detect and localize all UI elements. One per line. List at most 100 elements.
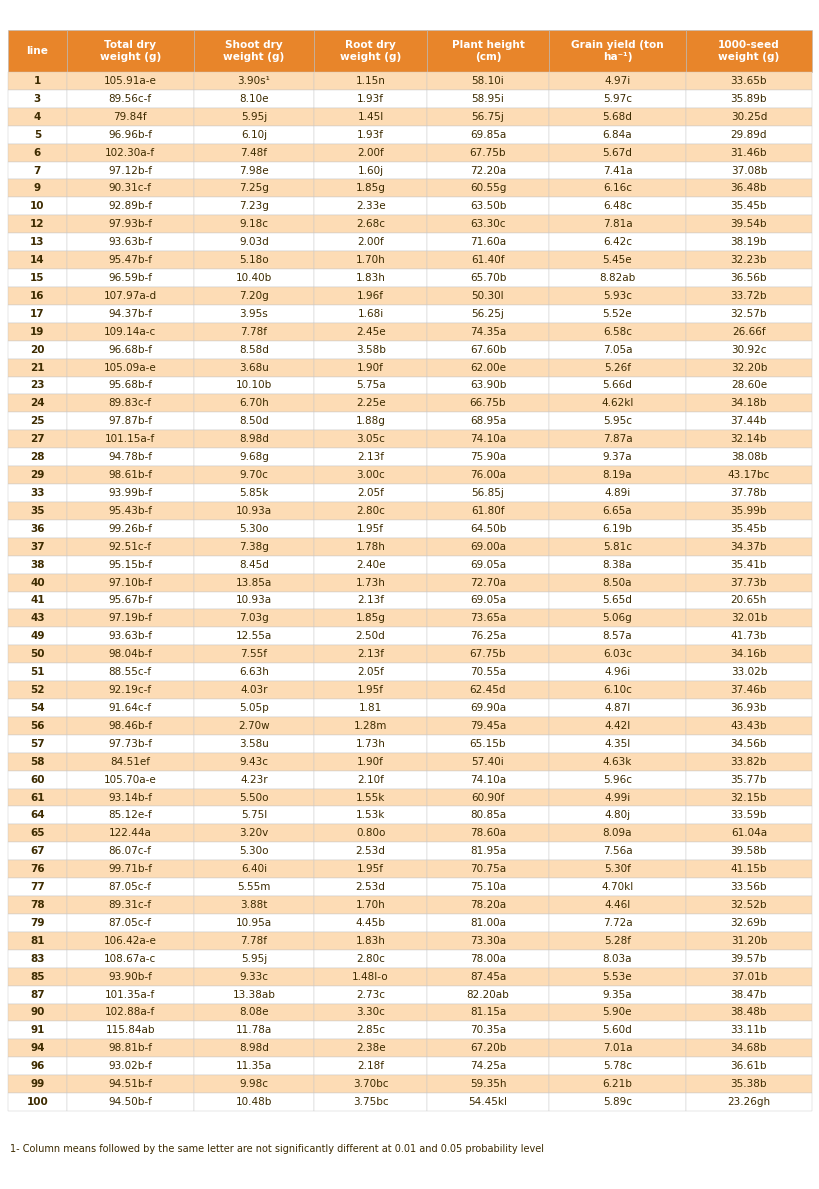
Bar [549,269,685,287]
Bar [66,932,193,950]
Text: 90: 90 [30,1007,44,1018]
Text: Root dry
weight (g): Root dry weight (g) [340,39,400,62]
Text: 1.55k: 1.55k [355,793,385,803]
Text: 41.73b: 41.73b [730,631,767,641]
Bar [314,269,427,287]
Text: 10: 10 [30,201,44,212]
Bar [685,126,811,144]
Text: 6: 6 [34,147,41,158]
Bar [549,537,685,555]
Text: 96.96b-f: 96.96b-f [108,130,152,139]
Bar [8,162,66,180]
Text: 98.46b-f: 98.46b-f [108,721,152,731]
Text: 67.20b: 67.20b [469,1043,505,1053]
Bar [193,1021,314,1039]
Text: 67.75b: 67.75b [469,649,505,659]
Bar [8,842,66,860]
Text: 5.26f: 5.26f [604,363,630,372]
Bar [8,788,66,806]
Bar [314,879,427,897]
Text: 2.85c: 2.85c [355,1025,385,1036]
Text: 34.18b: 34.18b [730,398,767,408]
Bar [427,897,549,914]
Bar [427,430,549,448]
Bar [549,466,685,484]
Bar [8,1075,66,1093]
Text: 37.46b: 37.46b [730,685,767,696]
Bar [193,1075,314,1093]
Text: 28: 28 [30,452,44,463]
Text: 2.80c: 2.80c [355,505,385,516]
Text: 82.20ab: 82.20ab [466,989,509,1000]
Text: 5.60d: 5.60d [602,1025,631,1036]
Text: 75.90a: 75.90a [469,452,505,463]
Text: 35.45b: 35.45b [730,524,767,534]
Bar [66,1004,193,1021]
Bar [427,448,549,466]
Text: 109.14a-c: 109.14a-c [104,327,156,336]
Text: 94.78b-f: 94.78b-f [108,452,152,463]
Bar [66,753,193,770]
Bar [685,842,811,860]
Text: 97.12b-f: 97.12b-f [108,165,152,176]
Text: 66.75b: 66.75b [469,398,505,408]
Text: 61.80f: 61.80f [471,505,505,516]
Bar [549,233,685,251]
Bar [314,591,427,610]
Bar [193,1004,314,1021]
Text: 78.60a: 78.60a [469,829,505,838]
Bar [66,628,193,646]
Text: 35.89b: 35.89b [730,94,767,103]
Text: 5.95j: 5.95j [241,954,267,964]
Text: 93.14b-f: 93.14b-f [108,793,152,803]
Bar [314,413,427,430]
Text: 5.78c: 5.78c [602,1062,631,1071]
Text: 13.85a: 13.85a [236,578,272,587]
Bar [66,287,193,304]
Text: 7.48f: 7.48f [240,147,267,158]
Text: 2.53d: 2.53d [355,847,385,856]
Bar [193,842,314,860]
Bar [66,537,193,555]
Text: 99.71b-f: 99.71b-f [108,864,152,874]
Text: 1.68i: 1.68i [357,309,383,319]
Bar [193,537,314,555]
Text: 29.89d: 29.89d [730,130,767,139]
Text: 2.18f: 2.18f [356,1062,383,1071]
Bar [66,233,193,251]
Bar [549,180,685,197]
Bar [193,628,314,646]
Bar [427,950,549,968]
Text: 92.51c-f: 92.51c-f [108,542,152,552]
Bar [427,770,549,788]
Text: 69.05a: 69.05a [469,596,505,605]
Bar [685,377,811,395]
Text: 2.00f: 2.00f [357,147,383,158]
Text: 61.40f: 61.40f [471,256,505,265]
Text: 9.18c: 9.18c [239,219,268,229]
Text: 89.31c-f: 89.31c-f [108,900,152,910]
Bar [427,1075,549,1093]
Bar [549,322,685,341]
Text: 106.42a-e: 106.42a-e [104,936,156,945]
Text: 2.53d: 2.53d [355,882,385,892]
Bar [685,90,811,108]
Text: 5: 5 [34,130,41,139]
Text: 6.03c: 6.03c [602,649,631,659]
Bar [685,484,811,502]
Bar [193,448,314,466]
Text: 54: 54 [30,703,44,713]
Text: 9.68g: 9.68g [239,452,269,463]
Text: 3.58b: 3.58b [355,345,385,354]
Text: 31.46b: 31.46b [730,147,767,158]
Text: 33.11b: 33.11b [730,1025,767,1036]
Text: 107.97a-d: 107.97a-d [103,291,156,301]
Text: 93.63b-f: 93.63b-f [108,631,152,641]
Bar [427,699,549,717]
Bar [685,914,811,932]
Text: 56.75j: 56.75j [471,112,504,121]
Bar [66,1075,193,1093]
Text: 5.18o: 5.18o [239,256,269,265]
Text: 1.90f: 1.90f [357,756,383,767]
Bar [66,735,193,753]
